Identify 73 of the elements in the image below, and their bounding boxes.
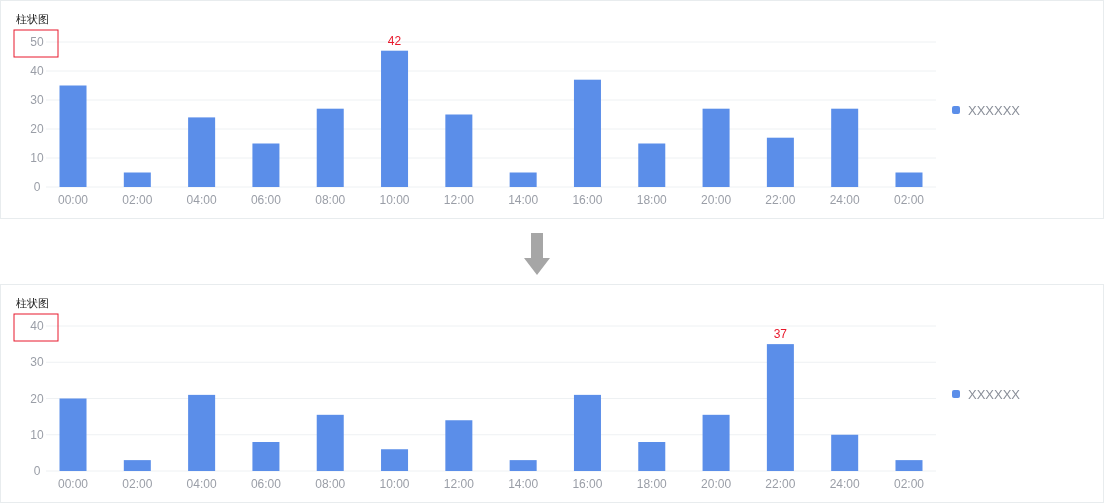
y-tick-label: 20 <box>30 122 44 136</box>
bar <box>895 172 923 187</box>
y-tick-label: 30 <box>30 93 44 107</box>
x-tick-label: 04:00 <box>186 477 217 491</box>
x-tick-label: 04:00 <box>186 193 217 207</box>
bar <box>316 414 344 471</box>
x-tick-label: 12:00 <box>443 193 475 207</box>
bar <box>445 420 473 471</box>
bar <box>895 460 923 471</box>
bar <box>123 172 151 187</box>
bar <box>252 143 280 187</box>
annotation: 37 <box>773 327 788 342</box>
chart-title: 柱状图 <box>16 13 49 25</box>
bar <box>573 394 601 471</box>
x-tick-label: 02:00 <box>893 477 925 491</box>
x-tick-label: 24:00 <box>829 193 861 207</box>
y-tick-label: 40 <box>30 319 44 333</box>
x-tick-label: 00:00 <box>57 193 89 207</box>
bar <box>831 434 859 471</box>
bar <box>509 172 537 187</box>
x-tick-label: 10:00 <box>379 477 410 491</box>
x-tick-label: 20:00 <box>701 477 732 491</box>
bar <box>381 50 409 187</box>
y-tick-label: 10 <box>30 427 44 442</box>
y-tick-label: 50 <box>30 35 44 49</box>
bar <box>573 79 601 187</box>
bar <box>638 143 666 187</box>
bar <box>123 460 151 471</box>
x-tick-label: 18:00 <box>636 477 668 491</box>
x-tick-label: 06:00 <box>250 193 282 207</box>
y-tick-label: 0 <box>33 464 41 478</box>
chart-title: 柱状图 <box>16 297 49 309</box>
x-tick-label: 14:00 <box>508 477 539 491</box>
bar <box>381 449 409 471</box>
y-tick-label: 20 <box>30 391 44 406</box>
x-tick-label: 00:00 <box>57 477 89 491</box>
y-tick-label: 40 <box>30 64 44 78</box>
bar <box>316 108 344 187</box>
x-tick-label: 02:00 <box>893 193 925 207</box>
bar <box>702 108 730 187</box>
y-tick-label: 30 <box>30 355 44 370</box>
x-tick-label: 22:00 <box>765 193 796 207</box>
x-tick-label: 16:00 <box>572 193 603 207</box>
bar <box>445 114 473 187</box>
x-tick-label: 16:00 <box>572 477 603 491</box>
y-tick-label: 10 <box>30 151 44 165</box>
x-tick-label: 24:00 <box>829 477 861 491</box>
bar <box>59 398 87 471</box>
bar <box>766 344 794 471</box>
x-tick-label: 08:00 <box>315 477 346 491</box>
bar <box>252 442 280 471</box>
x-tick-label: 10:00 <box>379 193 410 207</box>
x-tick-label: 02:00 <box>122 477 153 491</box>
x-tick-label: 14:00 <box>508 193 539 207</box>
legend-label: XXXXXX <box>968 387 1021 402</box>
bar <box>766 137 794 187</box>
legend-label: XXXXXX <box>968 103 1021 118</box>
bar <box>188 117 216 187</box>
x-tick-label: 12:00 <box>443 477 475 491</box>
x-tick-label: 08:00 <box>315 193 346 207</box>
x-tick-label: 20:00 <box>701 193 732 207</box>
bar <box>509 460 537 471</box>
bar <box>831 108 859 187</box>
bar <box>188 394 216 471</box>
x-tick-label: 06:00 <box>250 477 282 491</box>
annotation: 42 <box>387 33 402 48</box>
bar <box>702 414 730 471</box>
x-tick-label: 02:00 <box>122 193 153 207</box>
y-tick-label: 0 <box>33 180 41 194</box>
bar <box>638 442 666 471</box>
x-tick-label: 18:00 <box>636 193 668 207</box>
bar <box>59 85 87 187</box>
x-tick-label: 22:00 <box>765 477 796 491</box>
